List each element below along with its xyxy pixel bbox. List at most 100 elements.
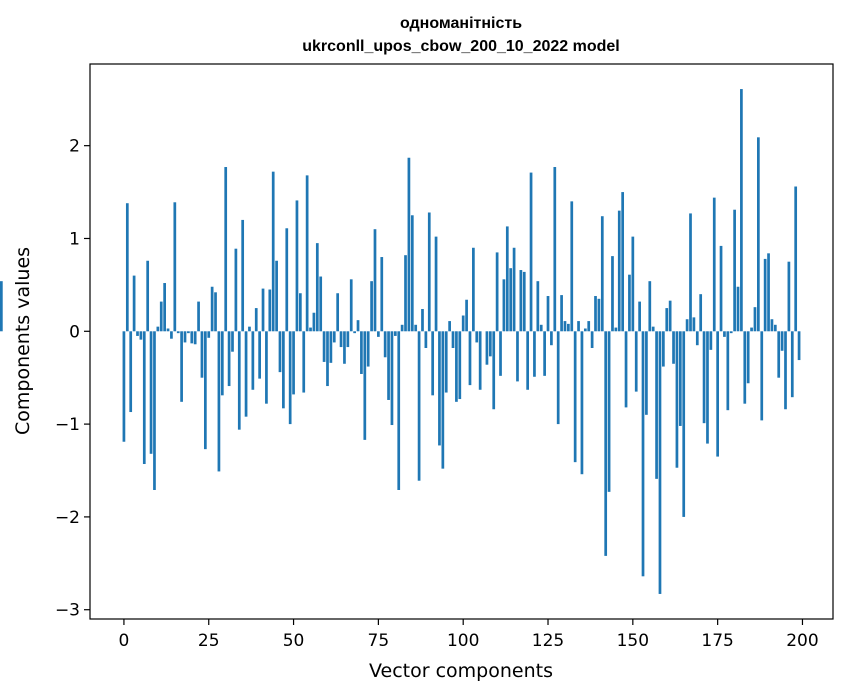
bar (767, 253, 770, 332)
bar (770, 319, 774, 332)
bar (519, 270, 523, 332)
bar (692, 317, 696, 332)
bar (655, 331, 658, 479)
bar (665, 308, 669, 332)
bar (258, 331, 261, 379)
bar (472, 247, 475, 332)
bar (553, 167, 557, 332)
bar (383, 331, 387, 358)
chart-title: одноманітність (400, 15, 522, 32)
bar (580, 331, 584, 475)
bar (638, 301, 641, 332)
bar (583, 328, 587, 332)
bar (163, 283, 166, 332)
bar (305, 175, 309, 332)
bar (797, 331, 801, 361)
x-tick-label: 50 (283, 631, 305, 651)
bar (709, 331, 713, 350)
bar (522, 271, 526, 332)
bars-group (0, 89, 801, 594)
bar (431, 331, 435, 396)
bar (495, 252, 499, 332)
x-tick-label: 200 (786, 631, 818, 651)
bar (353, 331, 356, 334)
bar (614, 327, 618, 332)
bar (190, 331, 194, 344)
bar (451, 331, 455, 348)
bar (641, 331, 645, 577)
bar (648, 281, 652, 332)
bar (784, 331, 787, 410)
bar (373, 229, 377, 332)
bar (475, 331, 479, 343)
bar (366, 331, 370, 367)
bar (662, 331, 665, 367)
bar (129, 331, 133, 413)
y-tick-label: −1 (55, 415, 80, 435)
bar (285, 228, 289, 332)
bar (407, 157, 411, 332)
bar (217, 331, 221, 472)
bar (543, 331, 546, 376)
bar (387, 331, 390, 400)
bar (360, 331, 363, 374)
y-axis-ticks: −3 −2 −1 0 1 2 (55, 137, 90, 621)
bar (312, 312, 316, 332)
bar (499, 331, 502, 376)
bar (339, 331, 343, 348)
bar (651, 326, 655, 332)
bar (417, 331, 421, 481)
bar (197, 301, 200, 332)
bar (302, 331, 306, 393)
bar (370, 281, 373, 332)
bar (794, 186, 798, 332)
bar (377, 331, 380, 337)
bar (271, 171, 275, 332)
bar (159, 301, 163, 332)
bar (461, 315, 465, 332)
bar (414, 324, 418, 332)
y-tick-label: −2 (55, 508, 80, 528)
bar (658, 331, 662, 594)
bar (502, 279, 506, 332)
bar (183, 331, 187, 343)
bar (682, 331, 686, 517)
bar (265, 331, 268, 404)
bar (176, 331, 180, 334)
bar (149, 331, 153, 454)
bar (455, 331, 458, 402)
bar (740, 89, 743, 332)
bar (533, 331, 536, 377)
bar (678, 331, 682, 426)
bar (170, 331, 173, 339)
bar (468, 331, 472, 386)
bar (634, 331, 638, 392)
bar (444, 331, 448, 393)
bar (448, 321, 451, 332)
bar (136, 331, 139, 336)
bar (268, 289, 272, 332)
bar (363, 331, 367, 440)
bar (567, 323, 570, 332)
bar (125, 203, 129, 332)
bar (587, 321, 591, 332)
bar (427, 212, 431, 332)
bar (577, 321, 580, 332)
bar (309, 327, 312, 332)
bar (702, 331, 706, 424)
bar (685, 319, 689, 332)
bar (465, 299, 468, 332)
bar (777, 331, 781, 378)
y-tick-label: 2 (69, 137, 80, 157)
bar (675, 331, 679, 468)
bar (193, 331, 197, 345)
bar (597, 298, 601, 332)
bar (397, 331, 401, 490)
bar (546, 296, 550, 332)
bar (322, 331, 326, 362)
bar (315, 243, 319, 332)
bar (488, 331, 492, 357)
bar (645, 331, 648, 415)
